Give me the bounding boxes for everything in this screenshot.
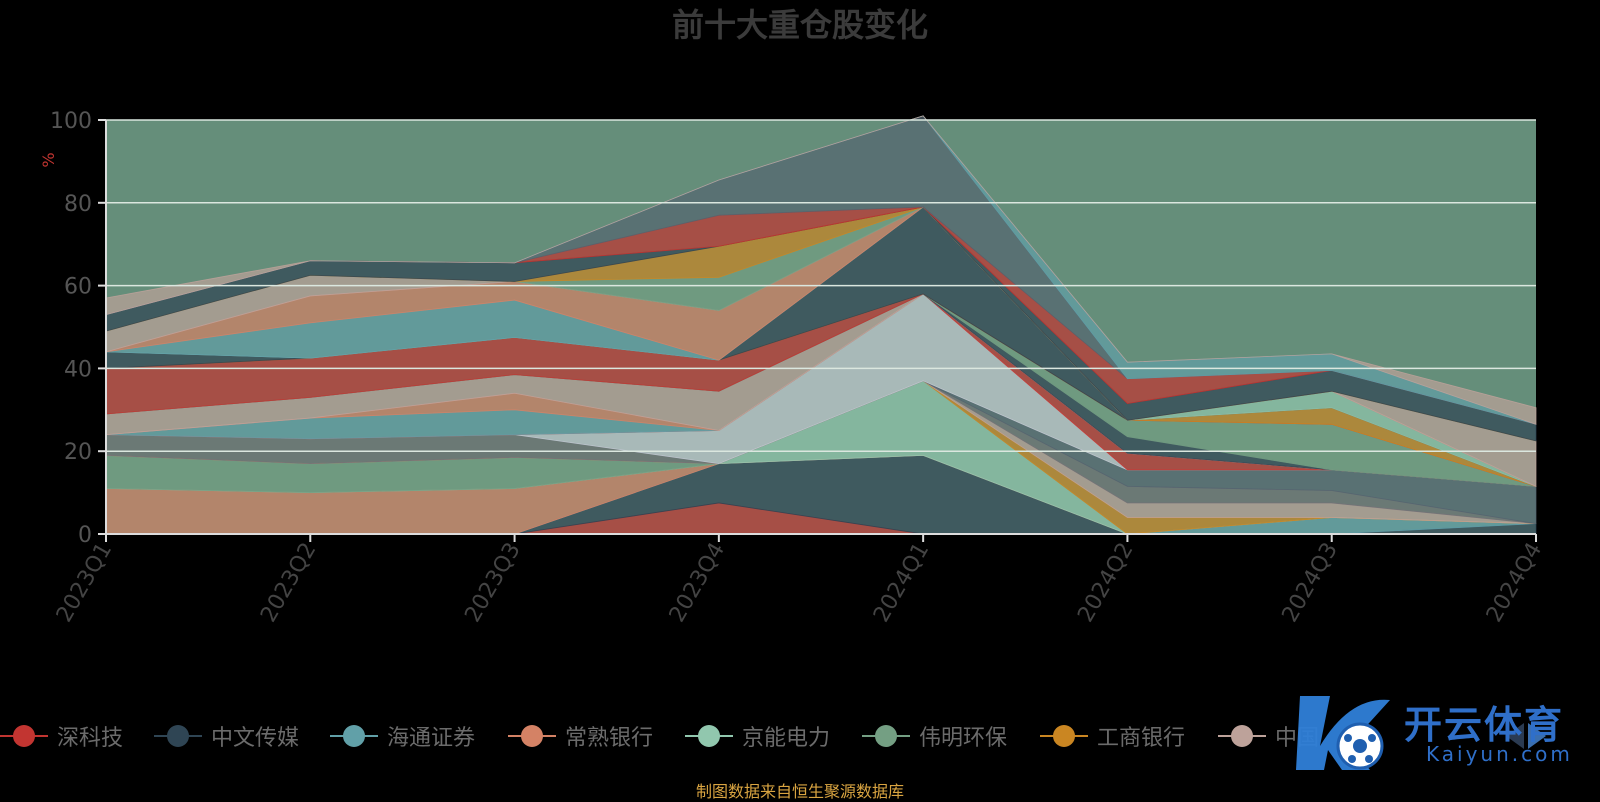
x-tick-label: 2024Q4 bbox=[1482, 539, 1547, 627]
legend-label: 工商银行 bbox=[1097, 726, 1186, 751]
legend-item[interactable]: 中文传媒 bbox=[154, 719, 299, 753]
x-tick-label: 2023Q4 bbox=[665, 539, 730, 627]
legend-item[interactable]: 海通证券 bbox=[330, 719, 475, 753]
legend-marker-icon bbox=[330, 719, 378, 753]
x-tick-label: 2024Q2 bbox=[1073, 539, 1138, 627]
y-tick-label: 40 bbox=[64, 357, 92, 382]
legend-item[interactable]: 常熟银行 bbox=[508, 719, 653, 753]
legend-label: 京能电力 bbox=[742, 726, 831, 751]
legend-marker-icon bbox=[862, 719, 910, 753]
legend-item[interactable]: 工商银行 bbox=[1040, 719, 1185, 753]
legend-next-icon[interactable] bbox=[1528, 723, 1546, 749]
x-tick-label: 2023Q3 bbox=[460, 539, 525, 627]
y-tick-label: 80 bbox=[64, 192, 92, 217]
grid-lines bbox=[106, 119, 1536, 452]
legend-marker-icon bbox=[1218, 719, 1266, 753]
x-tick-label: 2024Q3 bbox=[1278, 539, 1343, 627]
y-tick-label: 100 bbox=[50, 109, 92, 134]
watermark-title: 开云体育 bbox=[1404, 703, 1565, 747]
area-series bbox=[105, 115, 1537, 535]
legend-label: 伟明环保 bbox=[919, 726, 1008, 751]
legend-pager bbox=[1506, 719, 1546, 753]
y-tick-label: 20 bbox=[64, 440, 92, 465]
legend-item[interactable]: 京能电力 bbox=[685, 719, 830, 753]
x-tick-label: 2023Q2 bbox=[256, 539, 321, 627]
watermark: 开云体育 Kaiyun.com bbox=[1290, 686, 1590, 776]
y-tick-label: 0 bbox=[78, 523, 92, 548]
x-tick-label: 2023Q1 bbox=[52, 539, 117, 627]
legend-label: 常熟银行 bbox=[565, 726, 654, 751]
chart-title: 前十大重仓股变化 bbox=[672, 6, 928, 44]
legend-marker-icon bbox=[508, 719, 556, 753]
logo-icon bbox=[1296, 696, 1390, 770]
y-tick-label: 60 bbox=[64, 275, 92, 300]
legend-label: 深科技 bbox=[57, 726, 124, 751]
legend-marker-icon bbox=[1040, 719, 1088, 753]
legend-marker-icon bbox=[0, 719, 48, 753]
legend-marker-icon bbox=[154, 719, 202, 753]
legend-label: 海通证券 bbox=[387, 726, 476, 751]
legend-marker-icon bbox=[685, 719, 733, 753]
legend-item[interactable]: 伟明环保 bbox=[862, 719, 1007, 753]
legend-label: 中文传媒 bbox=[211, 726, 300, 751]
source-footnote: 制图数据来自恒生聚源数据库 bbox=[695, 782, 904, 801]
x-tick-label: 2024Q1 bbox=[869, 539, 934, 627]
area-31 bbox=[105, 115, 1537, 425]
watermark-subtitle: Kaiyun.com bbox=[1426, 742, 1573, 766]
y-axis-label: % bbox=[39, 152, 58, 167]
legend-prev-icon[interactable] bbox=[1506, 723, 1524, 749]
legend-item[interactable]: 深科技 bbox=[0, 719, 123, 753]
